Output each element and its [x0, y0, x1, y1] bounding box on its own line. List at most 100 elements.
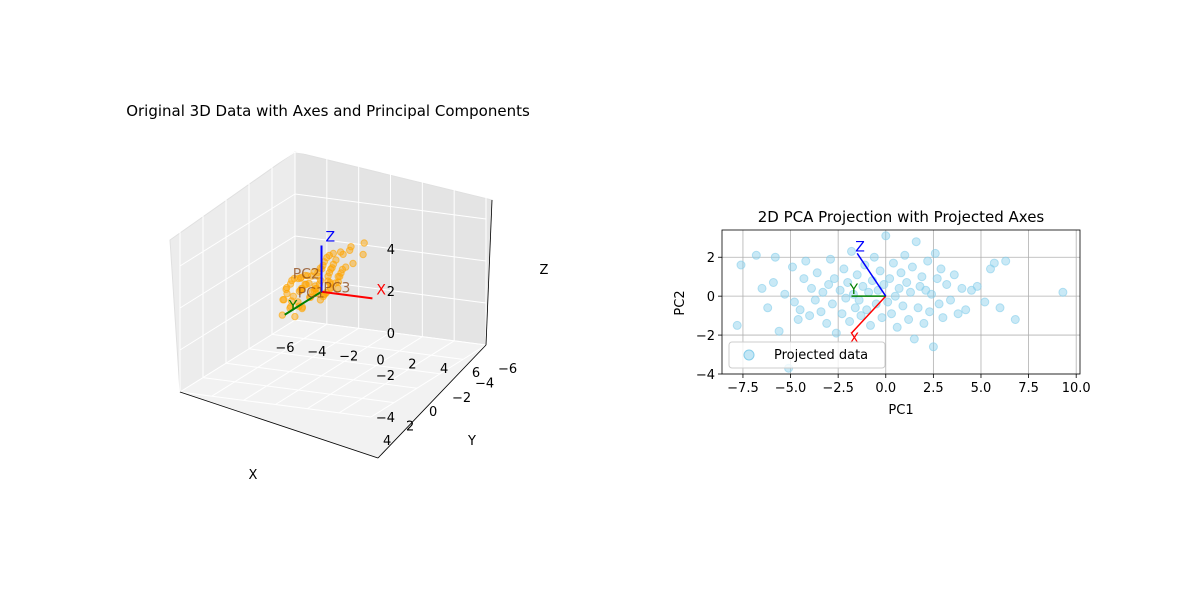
data-point-3d: [334, 278, 343, 286]
y-tick-label-3d: 4: [383, 434, 391, 449]
data-point-2d: [751, 250, 761, 260]
data-point-2d: [913, 303, 923, 313]
data-point-2d: [892, 322, 902, 332]
data-point-2d: [801, 256, 811, 266]
data-point-2d: [1058, 287, 1068, 297]
z-axis-label-3d: Z: [540, 263, 549, 278]
chart-2d-title: 2D PCA Projection with Projected Axes: [758, 208, 1045, 226]
data-point-2d: [807, 283, 816, 293]
data-point-2d: [831, 328, 841, 338]
grid-line: [338, 340, 455, 414]
legend-marker: [743, 349, 755, 361]
data-point-2d: [961, 305, 971, 315]
z-tick-label-3d: 2: [387, 285, 395, 300]
data-point-2d: [805, 311, 815, 321]
x-tick-label-3d: −6: [275, 341, 294, 356]
data-point-3d: [291, 312, 299, 321]
data-point-2d: [768, 278, 778, 287]
data-point-2d: [957, 283, 967, 293]
data-point-2d: [932, 274, 942, 284]
data-point-2d: [856, 311, 866, 321]
grid-line: [307, 336, 423, 410]
axis-arrow-y: [284, 290, 323, 316]
y-tick-label-3d: 2: [406, 420, 414, 435]
ticks-2d: −7.5 −5.0 −2.5 0.0 2.5 5.0 7.5 10.0 −4 −2 0 2: [696, 251, 1091, 396]
grid-line: [225, 362, 418, 389]
data-point-2d: [839, 264, 849, 274]
data-point-2d: [862, 305, 872, 315]
axis-arrow-label-x: X: [376, 282, 386, 298]
y-axis-label-2d: PC2: [673, 290, 688, 315]
data-point-2d: [877, 313, 887, 323]
x-tick-label-3d: −2: [339, 349, 358, 364]
legend-box: [728, 341, 886, 369]
y-axis-line: [377, 344, 487, 459]
data-point-2d: [934, 299, 944, 309]
data-point-3d: [332, 256, 340, 264]
data-point-2d: [894, 283, 904, 293]
projected-axes: X Y Z: [848, 239, 887, 347]
x-axis-label-3d: X: [249, 468, 258, 483]
y-axis-label-3d: Y: [467, 434, 476, 449]
grid-line: [211, 323, 328, 397]
z-tick-label-3d: 4: [387, 243, 395, 258]
legend: Projected data: [728, 341, 886, 369]
grid-line: [370, 344, 487, 418]
data-point-2d: [953, 309, 963, 319]
legend-label: Projected data: [774, 348, 868, 363]
grid-line: [294, 193, 487, 220]
y-tick-label-3d: −4: [475, 376, 494, 391]
data-point-2d: [795, 305, 805, 315]
data-point-3d: [279, 296, 287, 304]
grid-line: [275, 332, 391, 405]
data-point-2d: [816, 307, 826, 317]
data-point-2d: [949, 270, 959, 280]
x-axis-line: [179, 391, 379, 459]
data-point-2d: [980, 297, 990, 307]
data-point-2d: [818, 287, 828, 297]
data-point-2d: [898, 301, 908, 311]
grid-line: [179, 319, 296, 393]
z-tick-label-3d: −4: [376, 411, 395, 426]
data-point-2d: [827, 299, 837, 309]
grid-line: [179, 193, 296, 267]
data-point-2d: [757, 283, 767, 293]
data-point-2d: [911, 237, 921, 247]
data-point-2d: [890, 291, 900, 301]
chart-3d-title: Original 3D Data with Axes and Principal…: [126, 102, 530, 120]
y-tick-label-3d: −6: [498, 362, 517, 377]
pc-label-1: PC1: [298, 285, 325, 301]
data-point-2d: [887, 309, 896, 319]
grid-line: [179, 235, 296, 309]
data-point-3d: [329, 249, 337, 258]
data-point-2d: [972, 281, 982, 291]
points-2d: [732, 231, 1068, 373]
z-axis-line: [485, 199, 493, 346]
data-point-2d: [774, 326, 784, 336]
data-point-2d: [736, 260, 746, 270]
grid-line: [294, 151, 487, 178]
grid-line: [202, 377, 395, 404]
data-point-2d: [919, 318, 929, 328]
data-point-2d: [858, 281, 868, 291]
data-point-2d: [928, 342, 938, 352]
data-point-2d: [902, 278, 912, 287]
data-point-3d: [347, 243, 355, 251]
data-point-2d: [824, 280, 834, 289]
x-tick-label-3d: 4: [440, 362, 448, 377]
data-point-3d: [360, 239, 368, 247]
data-point-2d: [763, 303, 773, 313]
data-point-3d: [326, 284, 335, 292]
chart-2d: 2D PCA Projection with Projected Axes X Y…: [673, 208, 1091, 418]
data-point-3d: [325, 251, 333, 260]
data-point-2d: [780, 289, 790, 299]
data-point-2d: [841, 293, 851, 303]
x-tick-label-3d: 0: [376, 354, 384, 369]
data-point-2d: [875, 266, 885, 276]
data-point-2d: [1001, 256, 1011, 266]
data-point-3d: [311, 282, 319, 290]
data-point-2d: [789, 297, 799, 307]
y-tick-label-2d: 0: [707, 290, 715, 305]
